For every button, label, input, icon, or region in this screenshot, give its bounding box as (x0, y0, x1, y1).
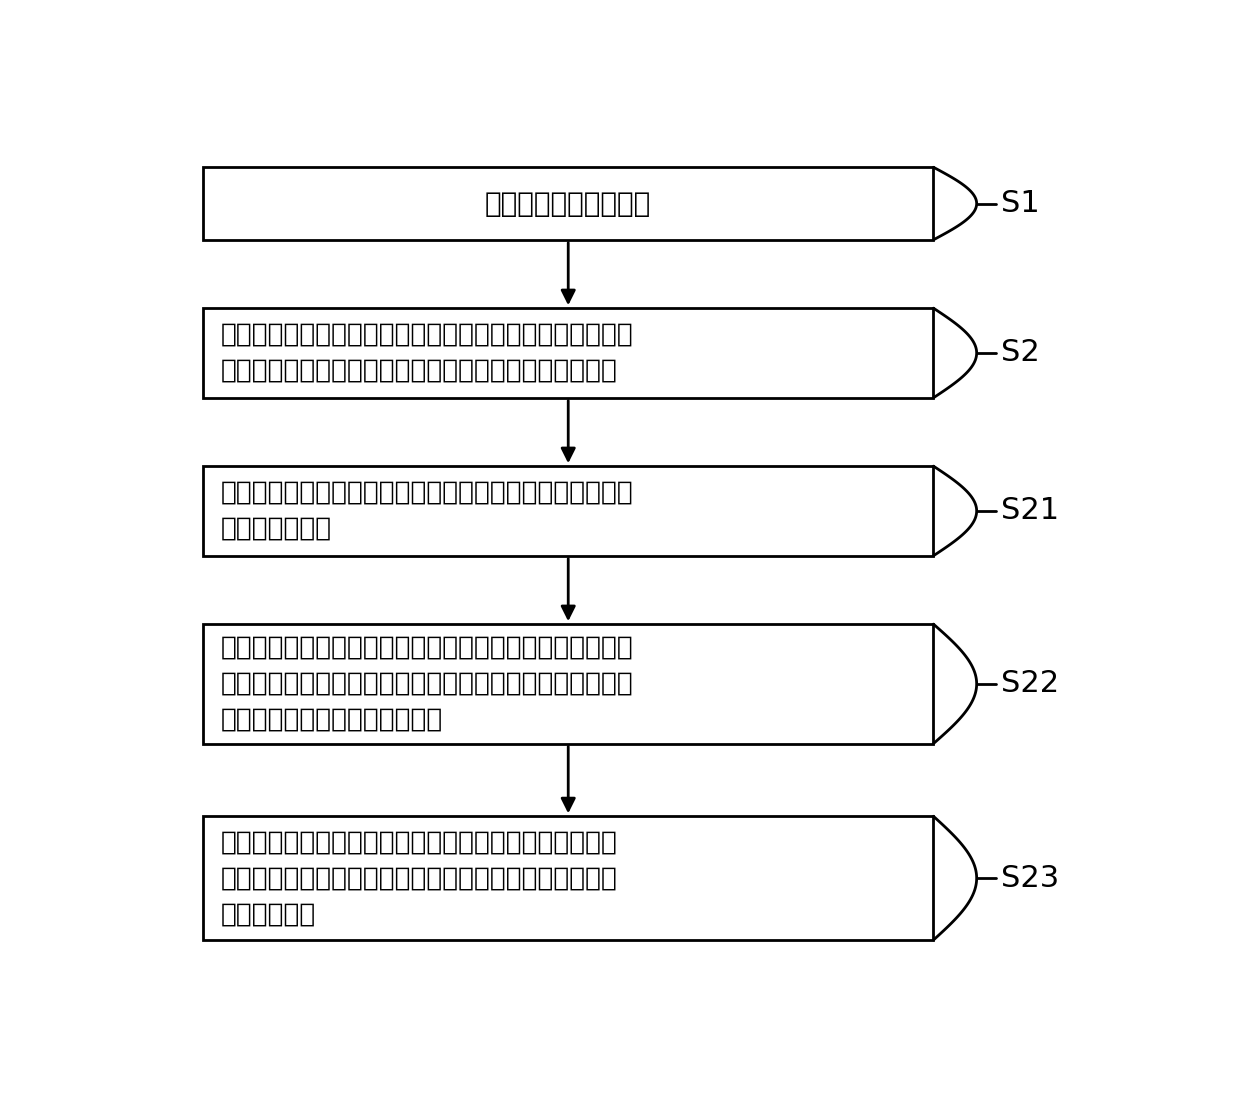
Bar (203, 167, 934, 240)
Bar (203, 466, 934, 556)
Text: 利用所述微处理器检测所述静电粉末喷枪的工作距离，并根
据预设规则实现自动控制调节所述静电粉末喷枪的出粉量: 利用所述微处理器检测所述静电粉末喷枪的工作距离，并根 据预设规则实现自动控制调节… (221, 322, 634, 384)
Text: 所述微处理器检测该充电功率对应的电压信号，根据所述
预设规则控制调节所述电子阀的开度，实现所述静电粉末
喷枪的出粉量: 所述微处理器检测该充电功率对应的电压信号，根据所述 预设规则控制调节所述电子阀的… (221, 830, 618, 927)
Text: S22: S22 (1001, 670, 1059, 699)
Bar (203, 624, 934, 744)
Text: S2: S2 (1001, 338, 1039, 367)
Text: S21: S21 (1001, 497, 1059, 526)
Text: S23: S23 (1001, 864, 1059, 893)
Bar (203, 816, 934, 940)
Text: 通过静电粉末喷枪的瞬间电流信号检测所述静电粉末喷枪与
工件之间的距离: 通过静电粉末喷枪的瞬间电流信号检测所述静电粉末喷枪与 工件之间的距离 (221, 480, 634, 542)
Text: 提供静电粉末喷枪系统: 提供静电粉末喷枪系统 (485, 190, 651, 217)
Text: S1: S1 (1001, 189, 1039, 218)
Bar (203, 308, 934, 398)
Text: 所述微处理器接收反馈的所述瞬间电流信号，根据所述预设
规则调节所述直流功率控制器的电压和电流大小，实现自动
控制所述静电发生器的充电功率: 所述微处理器接收反馈的所述瞬间电流信号，根据所述预设 规则调节所述直流功率控制器… (221, 634, 634, 733)
